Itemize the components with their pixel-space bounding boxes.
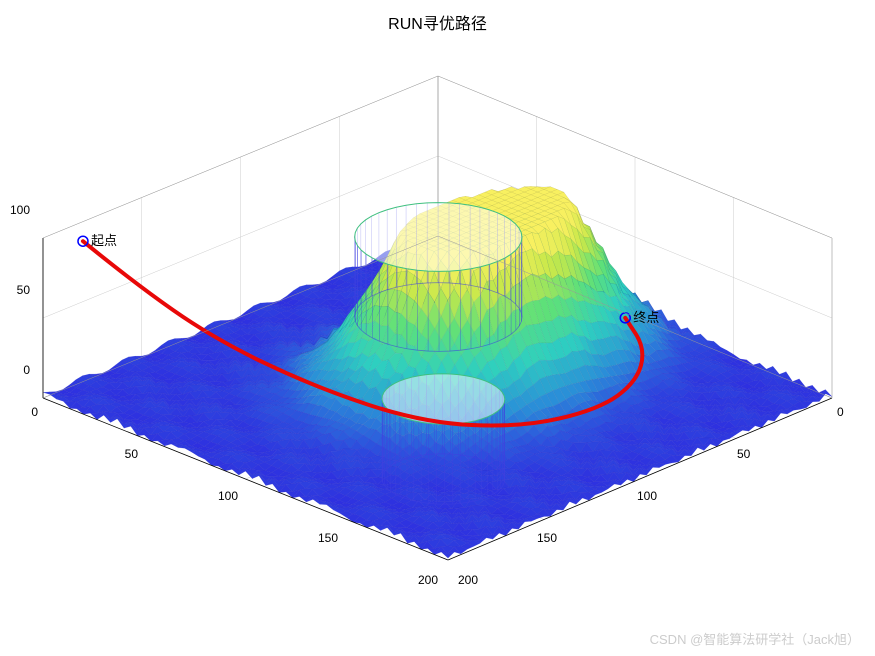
y-tick-label: 50	[737, 447, 751, 461]
z-tick-label: 100	[10, 203, 30, 217]
y-tick-label: 150	[537, 531, 557, 545]
chart-container: RUN寻优路径 起点终点0501001502000501001502000501…	[0, 0, 875, 656]
z-tick-label: 0	[23, 363, 30, 377]
y-tick-label: 100	[637, 489, 657, 503]
y-tick-label: 0	[837, 405, 844, 419]
x-tick-label: 200	[418, 573, 438, 587]
end-label: 终点	[633, 310, 659, 325]
z-tick-label: 50	[17, 283, 31, 297]
watermark: CSDN @智能算法研学社（Jack旭）	[650, 629, 860, 648]
x-tick-label: 50	[125, 447, 139, 461]
plot-3d: 起点终点 0 50 100 150 200 0 50 100 150 200 0 50 100	[0, 0, 875, 656]
x-tick-label: 0	[31, 405, 38, 419]
y-tick-label: 200	[458, 573, 478, 587]
start-label: 起点	[91, 233, 117, 248]
x-tick-label: 100	[218, 489, 238, 503]
x-tick-label: 150	[318, 531, 338, 545]
